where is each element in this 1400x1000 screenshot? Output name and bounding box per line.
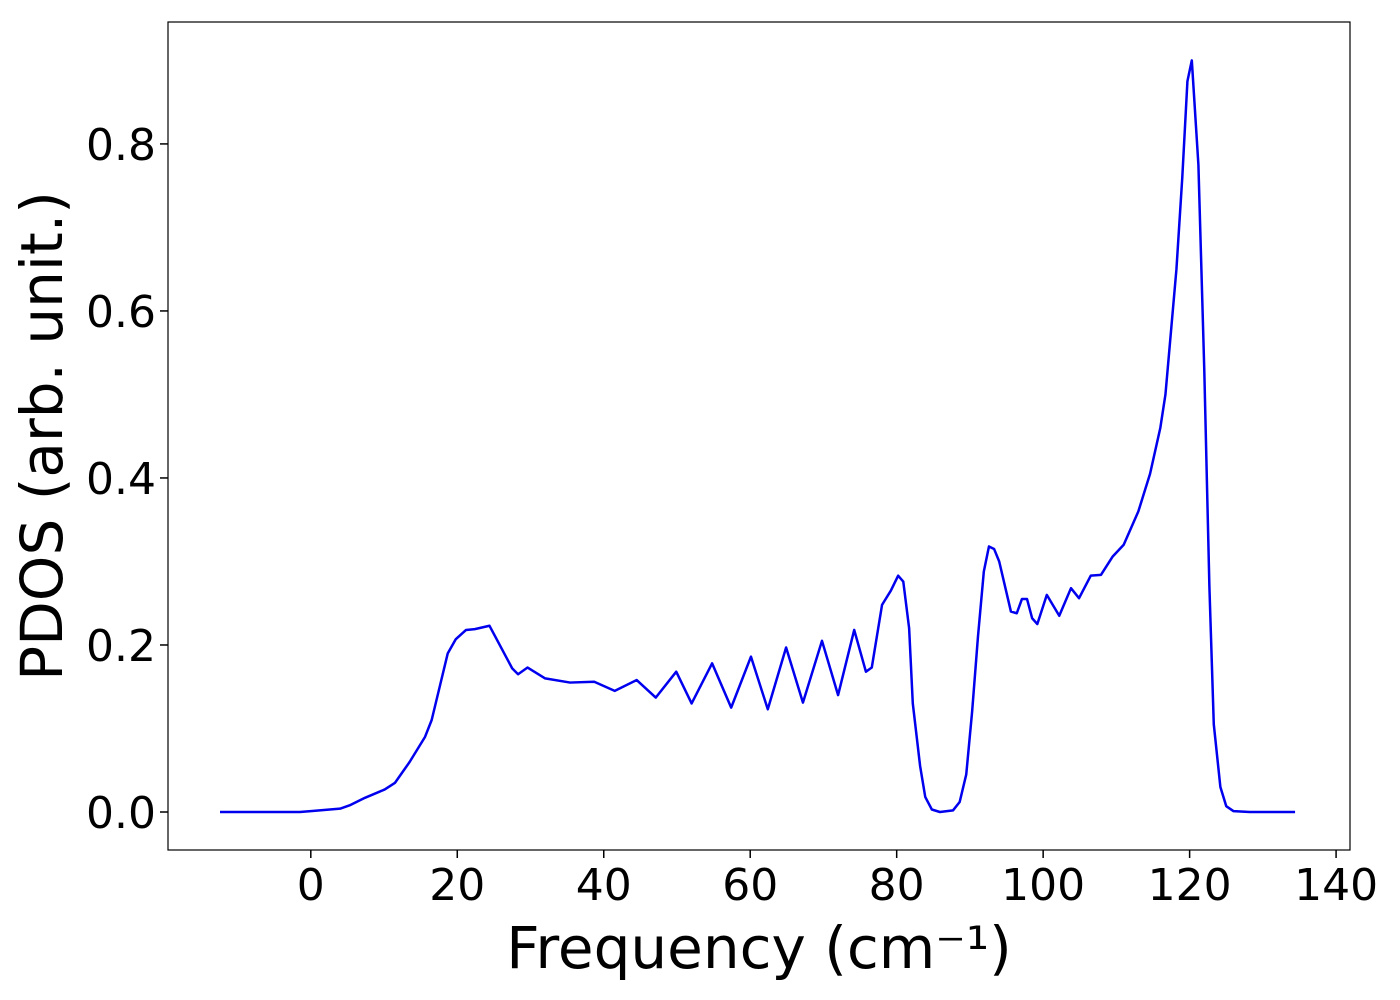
y-tick-label: 0.6	[86, 287, 156, 338]
x-tick-label: 60	[722, 860, 778, 911]
plot-frame	[167, 21, 1351, 851]
y-axis-label: PDOS (arb. unit.)	[8, 191, 76, 681]
y-tick-label: 0.0	[86, 788, 156, 839]
y-tick-label: 0.8	[86, 120, 156, 171]
x-tick-label: 80	[869, 860, 925, 911]
x-tick-label: 100	[1001, 860, 1085, 911]
x-tick-label: 0	[297, 860, 325, 911]
x-tick-label: 20	[429, 860, 485, 911]
x-tick-label: 40	[576, 860, 632, 911]
x-tick-label: 120	[1148, 860, 1232, 911]
x-tick-label: 140	[1294, 860, 1378, 911]
y-tick-label: 0.2	[86, 621, 156, 672]
x-axis-label: Frequency (cm⁻¹)	[506, 914, 1012, 982]
y-tick-label: 0.4	[86, 454, 156, 505]
data-line	[219, 59, 1296, 814]
